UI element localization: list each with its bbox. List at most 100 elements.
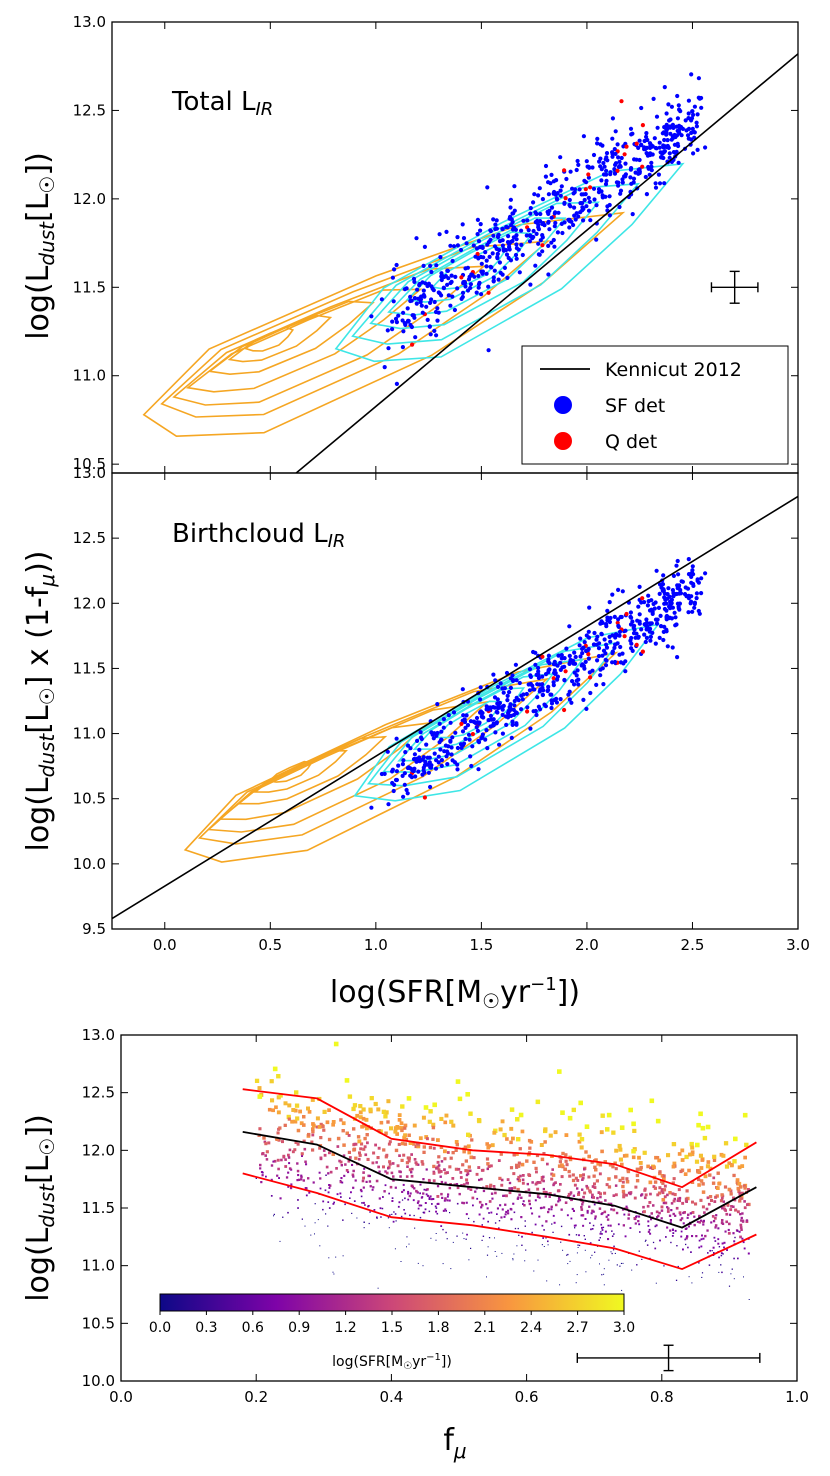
fmu-point [638, 1215, 641, 1218]
sf-det-point [506, 234, 511, 239]
sf-det-point [664, 127, 669, 132]
sf-det-point [493, 730, 498, 735]
sf-det-point [623, 161, 628, 166]
sf-det-point [575, 158, 580, 164]
fmu-point [352, 1127, 356, 1131]
sf-det-point [598, 142, 603, 147]
fmu-point [436, 1203, 439, 1205]
fmu-point [588, 1190, 592, 1194]
fmu-point [282, 1216, 284, 1218]
fmu-point [538, 1196, 541, 1199]
sf-det-point [600, 666, 605, 671]
sf-det-point [418, 758, 424, 763]
fmu-point [701, 1205, 705, 1209]
fmu-point [687, 1246, 689, 1249]
fmu-point [527, 1138, 532, 1143]
sf-det-point [492, 244, 498, 249]
sf-det-point [478, 685, 483, 690]
colorbar-tick-label: 0.6 [242, 1320, 264, 1336]
fmu-point [707, 1252, 709, 1254]
fmu-point [310, 1140, 314, 1144]
fmu-point [492, 1130, 497, 1135]
sf-det-point [472, 274, 477, 279]
fmu-point [743, 1200, 746, 1203]
sf-det-point [586, 208, 592, 213]
fmu-point [683, 1172, 688, 1176]
fmu-point [624, 1235, 627, 1238]
sf-det-point [558, 155, 563, 160]
sf-det-point [462, 281, 468, 286]
sf-det-point [484, 728, 489, 733]
fmu-point [302, 1123, 306, 1127]
fmu-point [570, 1198, 573, 1201]
sf-det-point [603, 157, 608, 162]
fmu-point [340, 1164, 343, 1167]
fmu-point [652, 1165, 656, 1170]
fmu-point [589, 1242, 592, 1244]
sf-det-point [689, 599, 694, 604]
sf-det-point [475, 728, 480, 734]
fmu-point [625, 1207, 629, 1210]
fmu-point [361, 1107, 366, 1112]
fmu-point [288, 1148, 292, 1152]
fmu-point [622, 1224, 625, 1227]
fmu-point [635, 1179, 640, 1183]
sf-det-point [595, 658, 600, 663]
fmu-point [617, 1143, 622, 1148]
sf-det-point [551, 237, 556, 243]
fmu-point [287, 1103, 292, 1108]
fmu-point [699, 1166, 704, 1170]
fmu-point [559, 1156, 563, 1160]
fmu-point [465, 1201, 468, 1204]
fmu-point [620, 1162, 624, 1167]
orange-contour [172, 265, 487, 406]
sf-det-point [646, 593, 651, 598]
fmu-point [381, 1109, 386, 1114]
fmu-point [472, 1156, 476, 1160]
sf-det-point [400, 345, 405, 350]
sf-det-point [600, 195, 605, 200]
sf-det-point [412, 766, 417, 771]
fmu-point [500, 1183, 504, 1187]
sf-det-point [607, 194, 612, 199]
fmu-point [487, 1220, 489, 1223]
fmu-point [382, 1165, 385, 1169]
fmu-point [362, 1123, 367, 1128]
fmu-point [486, 1167, 489, 1171]
sf-det-point [425, 317, 430, 322]
fmu-point [426, 1194, 429, 1197]
sf-det-point [653, 185, 659, 190]
sf-det-point [390, 767, 395, 772]
fmu-point [742, 1184, 746, 1188]
x-tick-label: 0.0 [109, 1388, 133, 1406]
sf-det-point [484, 271, 489, 276]
sf-det-point [436, 760, 441, 765]
fmu-point [599, 1232, 602, 1235]
sf-det-point [536, 241, 541, 246]
sf-det-point [653, 641, 658, 646]
sf-det-point [438, 747, 443, 752]
fmu-point [436, 1212, 439, 1215]
p2-axes-frame [111, 472, 799, 930]
fmu-point [391, 1213, 393, 1215]
fmu-point [341, 1129, 345, 1133]
sf-det-point [692, 601, 697, 607]
sf-det-point [484, 264, 489, 269]
sf-det-point [473, 254, 478, 259]
fmu-point [261, 1174, 264, 1177]
fmu-point [728, 1213, 732, 1216]
fmu-point [421, 1115, 426, 1120]
sf-det-point [519, 242, 524, 247]
fmu-point [518, 1193, 521, 1196]
fmu-point [737, 1189, 741, 1194]
sf-det-point [668, 602, 673, 607]
sf-det-point [530, 236, 535, 241]
fmu-point [599, 1263, 600, 1265]
sf-det-point [696, 76, 702, 81]
fmu-point [510, 1187, 514, 1190]
sf-det-point [418, 730, 423, 735]
fmu-point [414, 1145, 418, 1149]
sf-det-point [586, 629, 591, 634]
sf-det-point [479, 710, 484, 716]
sf-det-point [578, 201, 583, 206]
